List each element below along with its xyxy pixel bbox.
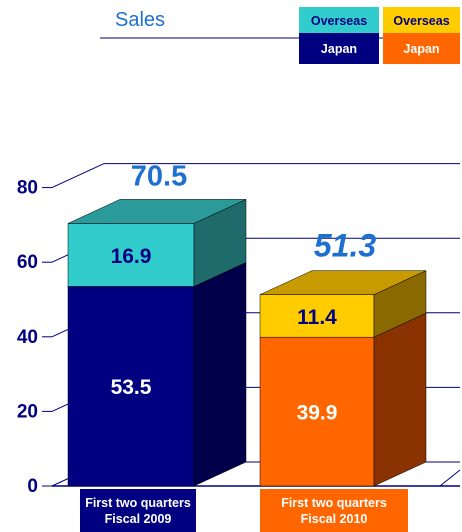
bar-japan-1	[259, 336, 375, 487]
data-label-japan: 39.9	[297, 402, 338, 425]
y-tick-label: 20	[17, 401, 38, 422]
total-label: 70.5	[131, 160, 187, 192]
legend-label-japan: Japan	[321, 42, 357, 56]
data-label-overseas: 16.9	[111, 245, 152, 268]
category-label-box	[80, 489, 196, 532]
x-tick-label: First two quarters	[85, 496, 191, 510]
legend-label-overseas: Overseas	[311, 14, 367, 28]
bar-japan-side-0	[193, 262, 247, 487]
category-label-box	[260, 489, 408, 532]
x-tick-label: Fiscal 2010	[301, 512, 368, 526]
legend-swatch-overseas	[383, 7, 460, 33]
bar-overseas-0	[67, 223, 195, 287]
grid-line-diagonal	[51, 163, 105, 189]
chart-title: Sales	[115, 9, 165, 31]
bar-top-1	[259, 270, 427, 295]
legend-label-japan: Japan	[403, 42, 439, 56]
total-label: 51.3	[314, 228, 376, 264]
x-tick-label: First two quarters	[281, 496, 387, 510]
floor-right-edge	[439, 469, 461, 487]
legend-label-overseas: Overseas	[393, 14, 449, 28]
legend-swatch-overseas	[299, 7, 379, 33]
y-tick-label: 40	[17, 327, 38, 348]
y-tick-label: 60	[17, 252, 38, 273]
legend-swatch-japan	[383, 33, 460, 64]
data-label-overseas: 11.4	[297, 306, 337, 329]
bar-top-0	[67, 199, 247, 224]
x-tick-label: Fiscal 2009	[105, 512, 172, 526]
bar-japan-side-1	[373, 312, 427, 487]
y-tick-label: 0	[27, 476, 38, 497]
data-label-japan: 53.5	[111, 376, 152, 399]
bar-overseas-1	[259, 294, 375, 338]
y-tick-label: 80	[17, 178, 38, 199]
bar-japan-0	[67, 286, 195, 487]
legend-swatch-japan	[299, 33, 379, 64]
